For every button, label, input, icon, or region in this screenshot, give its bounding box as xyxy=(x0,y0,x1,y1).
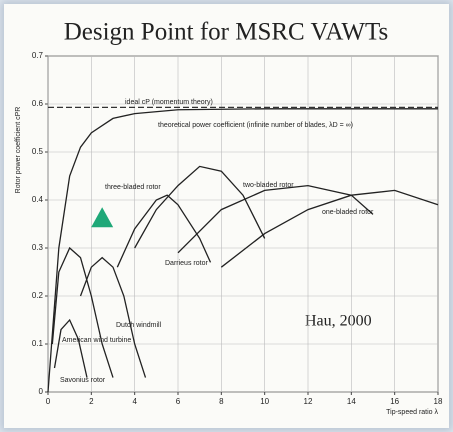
y-tick-label: 0.5 xyxy=(32,147,44,156)
curve xyxy=(220,189,439,268)
y-tick-label: 0.4 xyxy=(32,195,44,204)
x-tick-label: 12 xyxy=(304,397,313,406)
x-axis-label: Tip-speed ratio λ xyxy=(386,409,438,416)
y-tick-label: 0.7 xyxy=(32,51,44,60)
curve xyxy=(51,246,114,378)
curve xyxy=(116,194,212,268)
design-point xyxy=(91,207,114,228)
curve-label: one-bladed rotor xyxy=(322,209,374,216)
curve-label: American wind turbine xyxy=(62,337,131,344)
x-tick-label: 8 xyxy=(219,397,224,406)
curve-label: theoretical power coefficient (infinite … xyxy=(158,122,353,129)
y-axis-label: Rotor power coefficient cPR xyxy=(15,107,22,194)
y-tick-label: 0.3 xyxy=(32,243,44,252)
curve xyxy=(79,256,147,378)
x-tick-label: 14 xyxy=(347,397,356,406)
x-tick-label: 16 xyxy=(390,397,399,406)
curve xyxy=(47,108,438,393)
y-tick-label: 0.1 xyxy=(32,339,44,348)
x-tick-label: 2 xyxy=(89,397,94,406)
annotation: Hau, 2000 xyxy=(305,313,372,330)
x-tick-label: 18 xyxy=(434,397,443,406)
x-tick-label: 10 xyxy=(260,397,269,406)
x-tick-label: 6 xyxy=(176,397,181,406)
curve-label: Dutch windmill xyxy=(116,322,162,329)
y-tick-label: 0.6 xyxy=(32,99,44,108)
y-tick-label: 0.2 xyxy=(32,291,44,300)
curve xyxy=(53,318,88,378)
curve-label: ideal cP (momentum theory) xyxy=(125,99,213,106)
curve xyxy=(177,184,374,254)
y-tick-label: 0 xyxy=(39,387,44,396)
slide xyxy=(4,4,449,428)
x-tick-label: 4 xyxy=(132,397,137,406)
curve-label: three-bladed rotor xyxy=(105,184,161,191)
curve-label: two-bladed rotor xyxy=(243,182,294,189)
curve xyxy=(134,165,266,249)
curve-label: Darrieus rotor xyxy=(165,260,208,267)
x-tick-label: 0 xyxy=(46,397,51,406)
curve-label: Savonius rotor xyxy=(60,377,106,384)
chart-title: Design Point for MSRC VAWTs xyxy=(64,19,389,46)
